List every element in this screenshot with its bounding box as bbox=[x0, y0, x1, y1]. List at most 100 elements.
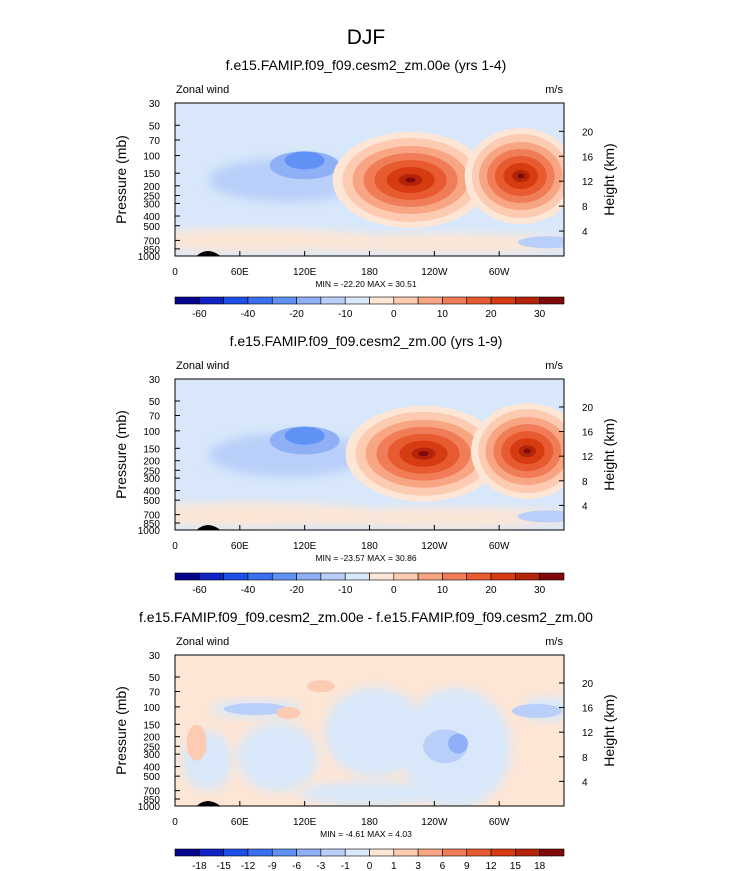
y-tick-label: 250 bbox=[143, 466, 160, 477]
x-tick-label: 120W bbox=[421, 541, 448, 552]
x-tick-label: 180 bbox=[361, 817, 378, 828]
colorbar-label: -40 bbox=[241, 309, 256, 320]
colorbar-label: -12 bbox=[241, 861, 256, 871]
colorbar-label: -1 bbox=[341, 861, 350, 871]
y-tick-label: 150 bbox=[143, 444, 160, 455]
colorbar-swatch bbox=[199, 848, 224, 857]
panel-title: f.e15.FAMIP.f09_f09.cesm2_zm.00e (yrs 1-… bbox=[226, 57, 507, 73]
colorbar-swatch bbox=[296, 848, 322, 857]
y-axis-label: Pressure (mb) bbox=[113, 135, 129, 224]
colorbar-swatch bbox=[247, 572, 273, 581]
y-tick-label: 500 bbox=[143, 772, 160, 783]
jet-contour-15 bbox=[523, 448, 531, 454]
colorbar-swatch bbox=[442, 848, 468, 857]
panel-3: f.e15.FAMIP.f09_f09.cesm2_zm.00e - f.e15… bbox=[113, 609, 617, 871]
panel-2: f.e15.FAMIP.f09_f09.cesm2_zm.00 (yrs 1-9… bbox=[113, 333, 617, 596]
x-tick-label: 0 bbox=[172, 817, 178, 828]
panel-title: f.e15.FAMIP.f09_f09.cesm2_zm.00e - f.e15… bbox=[139, 609, 593, 625]
y-tick-label: 300 bbox=[143, 750, 160, 761]
page-title: DJF bbox=[347, 26, 386, 49]
colorbar-swatch bbox=[442, 572, 468, 581]
colorbar-label: 0 bbox=[391, 309, 397, 320]
negative-region bbox=[237, 721, 318, 792]
colorbar-label: -6 bbox=[292, 861, 301, 871]
y-tick-label: 300 bbox=[143, 199, 160, 210]
colorbar-label: -20 bbox=[289, 309, 304, 320]
y-tick-right-label: 4 bbox=[582, 777, 588, 788]
colorbar-label: 18 bbox=[534, 861, 546, 871]
x-tick-label: 0 bbox=[172, 267, 178, 278]
colorbar-swatch bbox=[223, 848, 249, 857]
y-tick-label: 200 bbox=[143, 457, 160, 468]
y-tick-label: 500 bbox=[143, 222, 160, 233]
colorbar-label: -18 bbox=[192, 861, 207, 871]
contour-field bbox=[175, 103, 564, 256]
colorbar-swatch bbox=[466, 296, 492, 305]
y-tick-label: 70 bbox=[149, 687, 161, 698]
x-tick-label: 60W bbox=[489, 541, 510, 552]
colorbar-swatch bbox=[490, 296, 516, 305]
x-tick-label: 120W bbox=[421, 267, 448, 278]
colorbar-label: -10 bbox=[338, 309, 353, 320]
x-tick-label: 60E bbox=[231, 267, 249, 278]
y-tick-label: 850 bbox=[143, 795, 160, 806]
y-tick-label: 50 bbox=[149, 673, 161, 684]
colorbar-swatch bbox=[539, 296, 565, 305]
colorbar-swatch bbox=[247, 296, 273, 305]
y-tick-label: 500 bbox=[143, 496, 160, 507]
colorbar-label: -40 bbox=[241, 585, 256, 596]
y-tick-label: 400 bbox=[143, 212, 160, 223]
stats-label: MIN = -23.57 MAX = 30.86 bbox=[315, 553, 416, 563]
colorbar-swatch bbox=[320, 848, 346, 857]
y-tick-right-label: 12 bbox=[582, 452, 594, 463]
colorbar-swatch bbox=[466, 848, 492, 857]
colorbar-swatch bbox=[344, 296, 370, 305]
x-tick-label: 60W bbox=[489, 817, 510, 828]
y-tick-label: 30 bbox=[149, 651, 161, 662]
colorbar-label: 30 bbox=[534, 585, 546, 596]
jet-contour-15 bbox=[517, 173, 525, 179]
stats-label: MIN = -22.20 MAX = 30.51 bbox=[315, 279, 416, 289]
colorbar-label: -9 bbox=[268, 861, 277, 871]
colorbar-swatch bbox=[344, 848, 370, 857]
y-tick-label: 150 bbox=[143, 169, 160, 180]
y-tick-right-label: 20 bbox=[582, 127, 594, 138]
colorbar-label: 1 bbox=[391, 861, 397, 871]
colorbar-swatch bbox=[320, 572, 346, 581]
x-tick-label: 60E bbox=[231, 817, 249, 828]
colorbar-label: 0 bbox=[367, 861, 373, 871]
colorbar-swatch bbox=[515, 296, 540, 305]
colorbar-swatch bbox=[393, 296, 419, 305]
colorbar-swatch bbox=[247, 848, 273, 857]
y-tick-right-label: 16 bbox=[582, 152, 594, 163]
y-tick-label: 50 bbox=[149, 397, 161, 408]
contour-field bbox=[175, 379, 564, 530]
y-tick-label: 200 bbox=[143, 182, 160, 193]
y-tick-label: 300 bbox=[143, 474, 160, 485]
y-tick-label: 100 bbox=[143, 152, 160, 163]
x-tick-label: 60W bbox=[489, 267, 510, 278]
colorbar-label: 20 bbox=[486, 585, 498, 596]
colorbar-swatch bbox=[174, 848, 200, 857]
jet-contour-15 bbox=[405, 177, 416, 183]
panel-title: f.e15.FAMIP.f09_f09.cesm2_zm.00 (yrs 1-9… bbox=[230, 333, 503, 349]
y-tick-label: 1000 bbox=[138, 526, 161, 537]
y-tick-label: 700 bbox=[143, 236, 160, 247]
x-tick-label: 120E bbox=[293, 267, 317, 278]
y-tick-label: 250 bbox=[143, 192, 160, 203]
colorbar-swatch bbox=[515, 848, 540, 857]
y-tick-right-label: 16 bbox=[582, 704, 594, 715]
y-tick-label: 70 bbox=[149, 411, 161, 422]
colorbar-label: 9 bbox=[464, 861, 470, 871]
easterly-region bbox=[517, 236, 564, 249]
colorbar-label: 15 bbox=[510, 861, 522, 871]
orography bbox=[196, 525, 221, 530]
low-westerly-band bbox=[315, 233, 564, 254]
colorbar-swatch bbox=[417, 296, 443, 305]
variable-label: Zonal wind bbox=[176, 84, 229, 96]
y-axis-label-right: Height (km) bbox=[601, 143, 617, 215]
colorbar-swatch bbox=[174, 572, 200, 581]
y-tick-label: 700 bbox=[143, 511, 160, 522]
colorbar-swatch bbox=[174, 296, 200, 305]
